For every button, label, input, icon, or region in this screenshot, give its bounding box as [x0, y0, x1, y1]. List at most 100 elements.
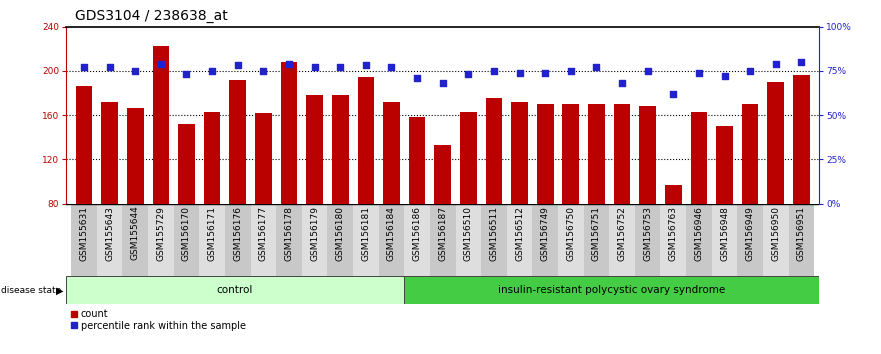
Point — [462, 72, 476, 77]
Bar — [353, 204, 379, 276]
Text: GSM156511: GSM156511 — [490, 206, 499, 261]
Text: GSM156170: GSM156170 — [182, 206, 191, 261]
Bar — [76, 86, 93, 292]
Text: GSM156750: GSM156750 — [566, 206, 575, 261]
Bar — [635, 204, 661, 276]
Bar — [204, 112, 220, 292]
Bar — [562, 104, 579, 292]
Text: GSM155644: GSM155644 — [130, 206, 140, 261]
Point — [640, 68, 655, 74]
Bar — [122, 204, 148, 276]
Point — [231, 63, 245, 68]
Text: GSM156752: GSM156752 — [618, 206, 626, 261]
Point — [256, 68, 270, 74]
Bar — [409, 117, 426, 292]
Point — [487, 68, 501, 74]
Text: GSM156177: GSM156177 — [259, 206, 268, 261]
Bar — [97, 204, 122, 276]
Bar — [101, 102, 118, 292]
Bar — [716, 126, 733, 292]
Text: GSM156951: GSM156951 — [797, 206, 806, 261]
Bar — [610, 204, 635, 276]
Text: ▶: ▶ — [56, 285, 63, 295]
Bar — [148, 204, 174, 276]
Text: GSM156187: GSM156187 — [438, 206, 448, 261]
Text: GSM156510: GSM156510 — [463, 206, 473, 261]
Bar — [152, 46, 169, 292]
Text: GSM156950: GSM156950 — [771, 206, 781, 261]
Point — [205, 68, 219, 74]
Point — [435, 80, 449, 86]
Point — [129, 68, 143, 74]
Bar — [691, 112, 707, 292]
Bar — [358, 78, 374, 292]
Text: GSM156946: GSM156946 — [694, 206, 703, 261]
Point — [743, 68, 757, 74]
Point — [333, 64, 347, 70]
Text: GSM156171: GSM156171 — [208, 206, 217, 261]
Bar — [640, 106, 656, 292]
Text: GSM156178: GSM156178 — [285, 206, 293, 261]
Point — [307, 64, 322, 70]
Bar — [332, 95, 349, 292]
Text: GSM156751: GSM156751 — [592, 206, 601, 261]
Bar — [481, 204, 507, 276]
Text: GSM156753: GSM156753 — [643, 206, 652, 261]
Bar — [127, 108, 144, 292]
Bar — [302, 204, 328, 276]
Text: GDS3104 / 238638_at: GDS3104 / 238638_at — [75, 9, 227, 23]
Text: GSM155643: GSM155643 — [105, 206, 115, 261]
Bar — [763, 204, 788, 276]
Text: GSM156186: GSM156186 — [412, 206, 422, 261]
Bar — [199, 204, 225, 276]
Text: GSM156176: GSM156176 — [233, 206, 242, 261]
Text: GSM156179: GSM156179 — [310, 206, 319, 261]
Text: insulin-resistant polycystic ovary syndrome: insulin-resistant polycystic ovary syndr… — [498, 285, 725, 295]
Bar — [455, 204, 481, 276]
Bar — [430, 204, 455, 276]
Point — [717, 73, 731, 79]
Bar — [661, 204, 686, 276]
Text: GSM156180: GSM156180 — [336, 206, 344, 261]
Bar — [614, 104, 631, 292]
Bar — [383, 102, 400, 292]
Point — [564, 68, 578, 74]
Bar — [250, 204, 276, 276]
Bar — [229, 80, 246, 292]
Bar — [712, 204, 737, 276]
Text: GSM156184: GSM156184 — [387, 206, 396, 261]
Point — [538, 70, 552, 75]
Bar — [434, 145, 451, 292]
Text: GSM156181: GSM156181 — [361, 206, 370, 261]
Point — [282, 61, 296, 67]
Bar — [737, 204, 763, 276]
Bar — [174, 204, 199, 276]
Bar — [686, 204, 712, 276]
Bar — [793, 75, 810, 292]
Bar — [66, 276, 403, 304]
Point — [102, 64, 116, 70]
Bar — [665, 185, 682, 292]
Bar — [178, 124, 195, 292]
Text: GSM156512: GSM156512 — [515, 206, 524, 261]
Point — [692, 70, 706, 75]
Point — [795, 59, 809, 65]
Bar — [583, 204, 610, 276]
Bar — [71, 204, 97, 276]
Point — [154, 61, 168, 67]
Bar — [507, 204, 532, 276]
Point — [359, 63, 373, 68]
Bar — [404, 204, 430, 276]
Text: GSM156763: GSM156763 — [669, 206, 677, 261]
Bar — [276, 204, 302, 276]
Bar — [255, 113, 271, 292]
Bar — [307, 95, 323, 292]
Bar — [767, 82, 784, 292]
Bar — [558, 204, 583, 276]
Bar — [532, 204, 558, 276]
Point — [384, 64, 398, 70]
Bar — [485, 98, 502, 292]
Bar — [281, 62, 297, 292]
Point — [666, 91, 680, 97]
Point — [410, 75, 424, 81]
